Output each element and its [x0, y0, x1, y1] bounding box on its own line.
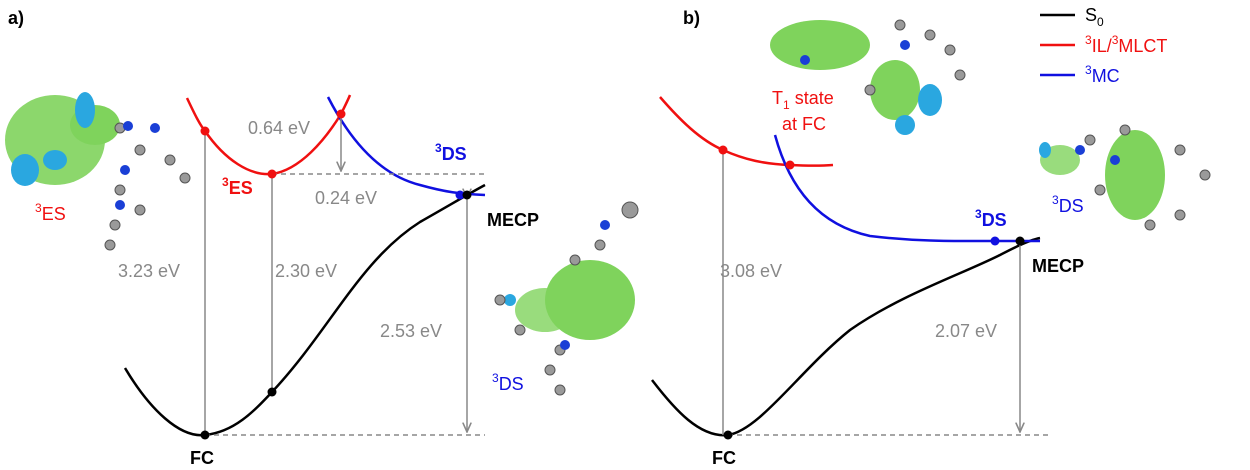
molecule-ds-b [1039, 124, 1211, 231]
point [267, 169, 277, 179]
panel-a: a) 3ES 3ES 0.64 eV 3DS 0.24 eV MECP 3.23… [8, 8, 539, 468]
fc-label: FC [190, 448, 214, 468]
text: ES [42, 204, 66, 224]
energy-label: 2.53 eV [380, 321, 442, 341]
il-mlct-curve [659, 96, 834, 167]
panel-label: a) [8, 8, 24, 28]
superscript: 3 [435, 141, 442, 155]
panel-b: b) T1 state at FC 3.08 eV 3DS MECP 2.07 … [651, 8, 1084, 468]
text: S [1085, 5, 1097, 25]
superscript: 3 [222, 175, 229, 189]
point [1015, 236, 1025, 246]
superscript: 3 [1085, 63, 1092, 77]
state-label: 3DS [975, 207, 1007, 230]
point [200, 126, 210, 136]
legend: S0 3IL/3MLCT 3MC [1040, 5, 1167, 86]
state-label: 3ES [222, 175, 253, 198]
state-label: 3DS [1052, 193, 1084, 216]
text: MC [1092, 66, 1120, 86]
molecule-t1 [770, 19, 966, 135]
molecule-es [5, 92, 191, 251]
subscript: 1 [783, 98, 790, 112]
mc-curve [773, 134, 1040, 243]
superscript: 3 [975, 207, 982, 221]
energy-label: 2.07 eV [935, 321, 997, 341]
text: DS [1059, 196, 1084, 216]
point [785, 160, 795, 170]
state-label: T1 state [772, 88, 834, 112]
energy-label: 0.24 eV [315, 188, 377, 208]
legend-entry: S0 [1085, 5, 1104, 29]
molecule-ds-a [494, 201, 639, 396]
superscript: 3 [1112, 33, 1119, 47]
superscript: 3 [1052, 193, 1059, 207]
text: state [790, 88, 834, 108]
point [455, 190, 465, 200]
s0-curve [123, 183, 486, 437]
energy-label: 0.64 eV [248, 118, 310, 138]
energy-label: 3.08 eV [720, 261, 782, 281]
point [718, 145, 728, 155]
text: T [772, 88, 783, 108]
panel-label: b) [683, 8, 700, 28]
point [267, 387, 277, 397]
text: ES [229, 178, 253, 198]
point [723, 430, 733, 440]
point [200, 430, 210, 440]
text: DS [499, 374, 524, 394]
energy-label: 2.30 eV [275, 261, 337, 281]
state-label: 3DS [435, 141, 467, 164]
legend-entry: 3MC [1085, 63, 1120, 86]
text: MLCT [1118, 36, 1167, 56]
legend-entry: 3IL/3MLCT [1085, 33, 1167, 56]
point [462, 190, 472, 200]
mecp-label: MECP [1032, 256, 1084, 276]
superscript: 3 [1085, 33, 1092, 47]
mecp-label: MECP [487, 210, 539, 230]
superscript: 3 [492, 371, 499, 385]
energy-label: 3.23 eV [118, 261, 180, 281]
text: DS [982, 210, 1007, 230]
fc-label: FC [712, 448, 736, 468]
state-label: at FC [782, 114, 826, 134]
state-label: 3DS [492, 371, 524, 394]
point [336, 109, 346, 119]
subscript: 0 [1097, 15, 1104, 29]
superscript: 3 [35, 201, 42, 215]
text: IL/ [1092, 36, 1112, 56]
state-label: 3ES [35, 201, 66, 224]
text: DS [442, 144, 467, 164]
point [990, 236, 1000, 246]
s0-curve [651, 236, 1041, 437]
